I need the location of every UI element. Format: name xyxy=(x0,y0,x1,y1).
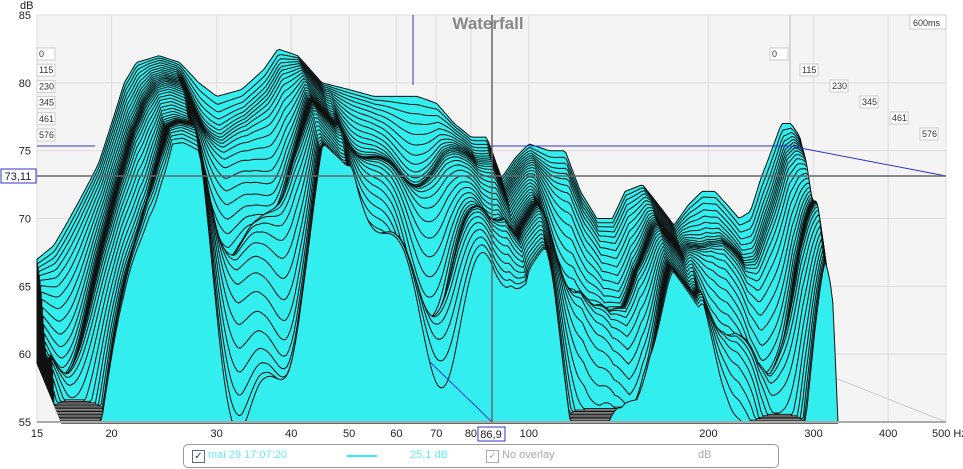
waterfall-slice xyxy=(61,142,839,424)
measurement-value: 25,1 dB xyxy=(410,449,448,461)
time-label-box-right xyxy=(889,111,909,125)
time-label-box-left xyxy=(36,128,56,142)
chart-title: Waterfall xyxy=(452,14,523,33)
measurement-name: mai 29 17:07:20 xyxy=(208,449,287,461)
x-tick-label: 300 xyxy=(804,428,822,440)
waterfall-slice xyxy=(58,126,837,418)
time-label-right: 0 xyxy=(772,49,777,59)
cursor-db-label: 73,11 xyxy=(5,171,32,183)
time-label-right: 576 xyxy=(922,129,937,139)
y-tick-label: 65 xyxy=(19,281,31,293)
time-label-left: 576 xyxy=(39,130,54,140)
y-tick-label: 60 xyxy=(19,349,31,361)
x-tick-label: 40 xyxy=(285,428,297,440)
time-label-right: 115 xyxy=(802,65,816,75)
cursor-freq-label: 86,9 xyxy=(480,429,501,441)
y-tick-label: 80 xyxy=(19,78,31,90)
overlay-checkbox[interactable]: ✓ xyxy=(486,450,499,463)
series-line-swatch xyxy=(347,455,377,457)
time-label-box-left xyxy=(36,79,56,93)
x-tick-label: 70 xyxy=(430,428,442,440)
time-label-left: 345 xyxy=(39,98,54,108)
overlay-label: No overlay xyxy=(502,449,555,461)
x-tick-label: 30 xyxy=(211,428,223,440)
time-label-box-right xyxy=(799,63,819,77)
time-label-box-left xyxy=(36,47,56,61)
y-tick-label: 70 xyxy=(19,214,31,226)
x-tick-label: 60 xyxy=(390,428,402,440)
time-label-box-right xyxy=(859,95,879,109)
time-label-box-right xyxy=(829,79,849,93)
x-tick-label: 400 xyxy=(879,428,897,440)
measurement-checkbox[interactable]: ✓ xyxy=(192,450,205,463)
marker-line xyxy=(490,145,947,177)
y-tick-label: 55 xyxy=(19,417,31,429)
time-label-right: 230 xyxy=(832,81,847,91)
cursor-freq-box xyxy=(477,426,506,442)
x-tick-label: 50 xyxy=(343,428,355,440)
time-label-right: 345 xyxy=(862,97,877,107)
x-tick-label: 200 xyxy=(699,428,717,440)
time-end-label: 600ms xyxy=(913,18,941,28)
time-label-left: 230 xyxy=(39,81,54,91)
time-label-box-left xyxy=(36,96,56,110)
x-tick-label: 100 xyxy=(520,428,538,440)
x-tick-label: 15 xyxy=(31,428,43,440)
time-label-left: 0 xyxy=(39,49,44,59)
time-label-left: 461 xyxy=(39,114,54,124)
time-label-box-left xyxy=(36,112,56,126)
time-label-box-right xyxy=(919,127,939,141)
x-tick-label: 500 Hz xyxy=(932,428,963,440)
time-end-box xyxy=(909,14,947,30)
y-axis-label: dB xyxy=(20,0,33,12)
y-tick-label: 85 xyxy=(19,10,31,22)
x-tick-label: 20 xyxy=(105,428,117,440)
time-label-box-left xyxy=(36,63,56,77)
time-label-left: 115 xyxy=(39,65,53,75)
time-label-box-right xyxy=(769,47,789,61)
y-tick-label: 75 xyxy=(19,146,31,158)
x-tick-label: 80 xyxy=(465,428,477,440)
overlay-unit: dB xyxy=(698,449,712,461)
time-label-right: 461 xyxy=(892,113,907,123)
cursor-db-box xyxy=(0,168,37,184)
marker-line xyxy=(429,361,493,423)
legend: ✓ mai 29 17:07:20 25,1 dB ✓ No overlay d… xyxy=(183,444,779,468)
